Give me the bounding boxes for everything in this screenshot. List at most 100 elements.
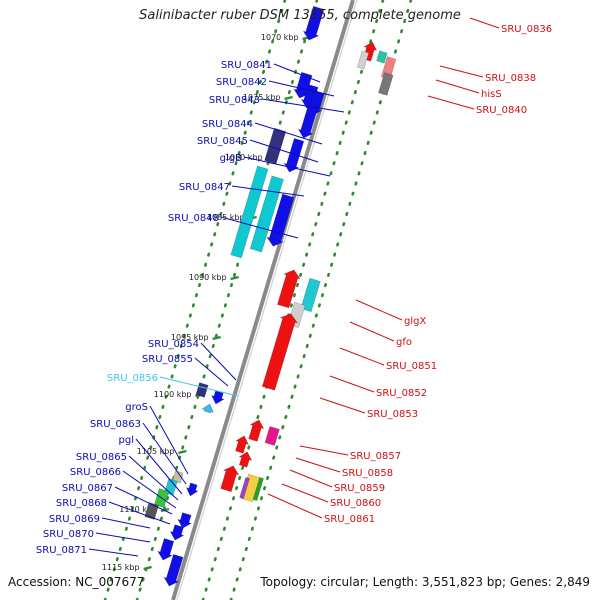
- label-leader: [299, 445, 349, 456]
- kbp-tick-mark: [160, 507, 170, 513]
- gene-glgb: [283, 138, 305, 173]
- label-leader: [273, 63, 321, 83]
- label-leader: [268, 80, 335, 97]
- gene-sru-0867: [144, 502, 159, 520]
- label-leader: [254, 122, 323, 145]
- label-leader: [243, 156, 331, 177]
- kbp-tick-label: 1070 kbp: [261, 33, 299, 42]
- gene-gros: [172, 470, 184, 484]
- gene-label-sru_0852: SRU_0852: [376, 388, 427, 399]
- track-guide: [229, 0, 413, 600]
- gene-label-glgx: glgX: [404, 316, 426, 327]
- gene-label-sru_0838: SRU_0838: [485, 73, 536, 84]
- gene-sru-0860: [220, 465, 240, 493]
- label-leader: [249, 139, 319, 163]
- kbp-tick-mark: [178, 449, 187, 455]
- gene-label-sru_0840: SRU_0840: [476, 105, 527, 116]
- kbp-tick-mark: [143, 565, 152, 571]
- label-leader: [149, 405, 189, 475]
- gene-label-sru_0858: SRU_0858: [342, 468, 393, 479]
- gene-sru-0869: [177, 512, 193, 529]
- label-leader: [142, 422, 187, 485]
- gene-glgx: [277, 269, 301, 309]
- gene-sru-0848: [266, 193, 295, 247]
- backbone-line: [171, 0, 355, 600]
- gene-sru-0847b: [249, 175, 284, 253]
- kbp-tick-mark: [212, 335, 221, 341]
- gene-label-sru_0836: SRU_0836: [501, 24, 552, 35]
- gene-sru-0854: [195, 382, 209, 398]
- gene-label-sru_0844: SRU_0844: [202, 119, 253, 130]
- gene-label-gros: groS: [125, 402, 148, 413]
- gene-sru-0855: [210, 390, 225, 405]
- gene-features: [144, 5, 397, 587]
- gene-label-sru_0853: SRU_0853: [367, 409, 418, 420]
- label-leader: [295, 457, 341, 473]
- label-leader: [435, 79, 480, 94]
- gene-sru-0857b: [264, 426, 280, 446]
- label-leader: [159, 376, 239, 397]
- gene-label-sru_0848: SRU_0848: [168, 213, 219, 224]
- kbp-tick-label: 1110 kbp: [119, 505, 157, 514]
- gene-sru-0861b: [252, 476, 264, 502]
- gene-label-sru_0867: SRU_0867: [62, 483, 113, 494]
- gene-label-sru_0847: SRU_0847: [179, 182, 230, 193]
- gene-sru-0859: [238, 451, 253, 468]
- gene-sru-0870: [169, 524, 185, 541]
- label-leader: [439, 65, 484, 78]
- gene-sru-0851: [261, 313, 299, 391]
- label-leader: [339, 347, 385, 366]
- kbp-tick-label: 1115 kbp: [102, 563, 140, 572]
- gene-label-sru_0860: SRU_0860: [330, 498, 381, 509]
- kbp-tick-label: 1105 kbp: [137, 447, 175, 456]
- gene-label-pgl: pgl: [119, 435, 134, 446]
- kbp-tick-label: 1100 kbp: [154, 390, 192, 399]
- gene-label-hiss: hisS: [481, 89, 502, 100]
- gene-labels: SRU_0841 SRU_0842 SRU_0843 SRU_0844 SRU_0845…: [36, 24, 552, 556]
- topology-summary: Topology: circular; Length: 3,551,823 bp…: [260, 575, 590, 589]
- gene-sru-0865: [185, 482, 199, 497]
- gene-gfo: [300, 277, 321, 313]
- kbp-ticks: 1070 kbp 1075 kbp 1080 kbp 1085 kbp 1090 kbp…: [102, 33, 311, 572]
- kbp-tick-label: 1080 kbp: [225, 153, 263, 162]
- gene-label-sru_0868: SRU_0868: [56, 498, 107, 509]
- gene-label-sru_0865: SRU_0865: [76, 452, 127, 463]
- gene-label-sru_0854: SRU_0854: [148, 339, 199, 350]
- track-guide: [201, 0, 385, 600]
- track-guide: [135, 0, 319, 600]
- gene-label-sru_0845: SRU_0845: [197, 136, 248, 147]
- gene-label-gfo: gfo: [396, 337, 412, 348]
- label-leader: [281, 483, 329, 503]
- gene-label-sru_0870: SRU_0870: [43, 529, 94, 540]
- kbp-tick-label: 1095 kbp: [171, 333, 209, 342]
- label-leader: [469, 17, 500, 29]
- gene-sru-0857: [248, 419, 265, 442]
- gene-sru-0858: [235, 435, 250, 454]
- label-leader: [319, 397, 366, 414]
- kbp-tick-label: 1090 kbp: [189, 273, 227, 282]
- label-leader: [108, 501, 171, 525]
- gene-sru-0838b: [376, 50, 388, 64]
- label-leader: [122, 470, 177, 509]
- gene-label-sru_0866: SRU_0866: [70, 467, 121, 478]
- gene-sru-0847: [230, 165, 269, 259]
- accession-text: Accession: NC_007677: [8, 575, 145, 589]
- label-leader: [261, 98, 345, 113]
- gene-label-sru_0855: SRU_0855: [142, 354, 193, 365]
- kbp-tick-mark: [284, 95, 293, 101]
- label-leader: [95, 532, 151, 543]
- label-leader: [88, 548, 139, 557]
- gene-sru-0871b: [163, 554, 184, 587]
- label-leader: [128, 455, 179, 501]
- gene-label-glgb: glgB: [220, 153, 242, 164]
- label-leader: [220, 216, 299, 239]
- gene-label-sru_0856: SRU_0856: [107, 373, 158, 384]
- gene-sru-0871: [157, 538, 175, 561]
- gene-sru-0844: [297, 106, 318, 139]
- track-guides: [103, 0, 413, 600]
- backbone: [171, 0, 358, 600]
- kbp-tick-label: 1085 kbp: [207, 213, 245, 222]
- label-leader: [289, 469, 333, 488]
